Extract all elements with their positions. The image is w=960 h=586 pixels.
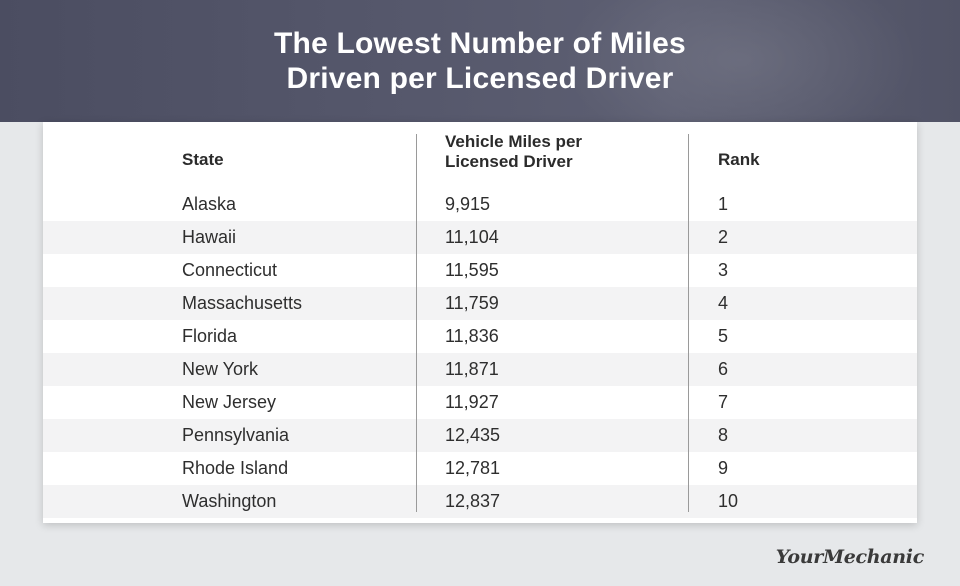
title-banner: The Lowest Number of Miles Driven per Li… — [0, 0, 960, 122]
cell-rank: 5 — [718, 326, 729, 346]
cell-miles: 11,595 — [445, 260, 499, 280]
cell-miles: 9,915 — [445, 194, 491, 214]
cell-miles: 12,837 — [445, 491, 501, 511]
cell-state: Florida — [182, 326, 238, 346]
cell-miles: 12,781 — [445, 458, 501, 478]
cell-state: New Jersey — [182, 392, 277, 412]
table-card: State Vehicle Miles per Licensed Driver … — [43, 122, 917, 523]
cell-miles: 11,759 — [445, 293, 499, 313]
cell-rank: 6 — [718, 359, 729, 379]
yourmechanic-logo: YourMechanic — [775, 546, 925, 568]
column-header-state: State — [182, 150, 224, 169]
table-body: Alaska 9,915 1 Hawaii 11,104 2 Connecticut 11,5… — [43, 188, 917, 518]
table-row: Pennsylvania 12,435 8 — [43, 419, 917, 452]
page-title-line-2: Driven per Licensed Driver — [286, 62, 674, 95]
table-header-row: State Vehicle Miles per Licensed Driver … — [43, 122, 917, 188]
table-row: New York 11,871 6 — [43, 353, 917, 386]
table-row: Alaska 9,915 1 — [43, 188, 917, 221]
column-divider-2 — [688, 134, 689, 512]
table-row: Washington 12,837 10 — [43, 485, 917, 518]
table-row: Connecticut 11,595 3 — [43, 254, 917, 287]
cell-miles: 11,871 — [445, 359, 499, 379]
cell-rank: 4 — [718, 293, 729, 313]
column-header-miles-line-1: Vehicle Miles per — [445, 132, 583, 151]
cell-state: Rhode Island — [182, 458, 289, 478]
table-row: New Jersey 11,927 7 — [43, 386, 917, 419]
table-row: Rhode Island 12,781 9 — [43, 452, 917, 485]
cell-state: Pennsylvania — [182, 425, 290, 445]
cell-state: Massachusetts — [182, 293, 303, 313]
cell-state: Washington — [182, 491, 277, 511]
cell-rank: 1 — [718, 194, 729, 214]
cell-rank: 8 — [718, 425, 729, 445]
cell-miles: 11,927 — [445, 392, 499, 412]
cell-rank: 3 — [718, 260, 729, 280]
cell-state: Connecticut — [182, 260, 278, 280]
cell-state: Hawaii — [182, 227, 237, 247]
column-header-rank: Rank — [718, 150, 760, 169]
cell-rank: 2 — [718, 227, 729, 247]
cell-state: Alaska — [182, 194, 237, 214]
cell-rank: 9 — [718, 458, 729, 478]
cell-rank: 10 — [718, 491, 739, 511]
column-header-miles: Vehicle Miles per Licensed Driver — [445, 132, 645, 172]
cell-miles: 11,104 — [445, 227, 499, 247]
page-title: The Lowest Number of Miles Driven per Li… — [0, 26, 960, 96]
table-row: Hawaii 11,104 2 — [43, 221, 917, 254]
table-row: Florida 11,836 5 — [43, 320, 917, 353]
cell-miles: 12,435 — [445, 425, 501, 445]
cell-state: New York — [182, 359, 259, 379]
cell-rank: 7 — [718, 392, 729, 412]
table-row: Massachusetts 11,759 4 — [43, 287, 917, 320]
cell-miles: 11,836 — [445, 326, 499, 346]
column-header-miles-line-2: Licensed Driver — [445, 152, 573, 171]
page-title-line-1: The Lowest Number of Miles — [274, 27, 686, 60]
column-divider-1 — [416, 134, 417, 512]
